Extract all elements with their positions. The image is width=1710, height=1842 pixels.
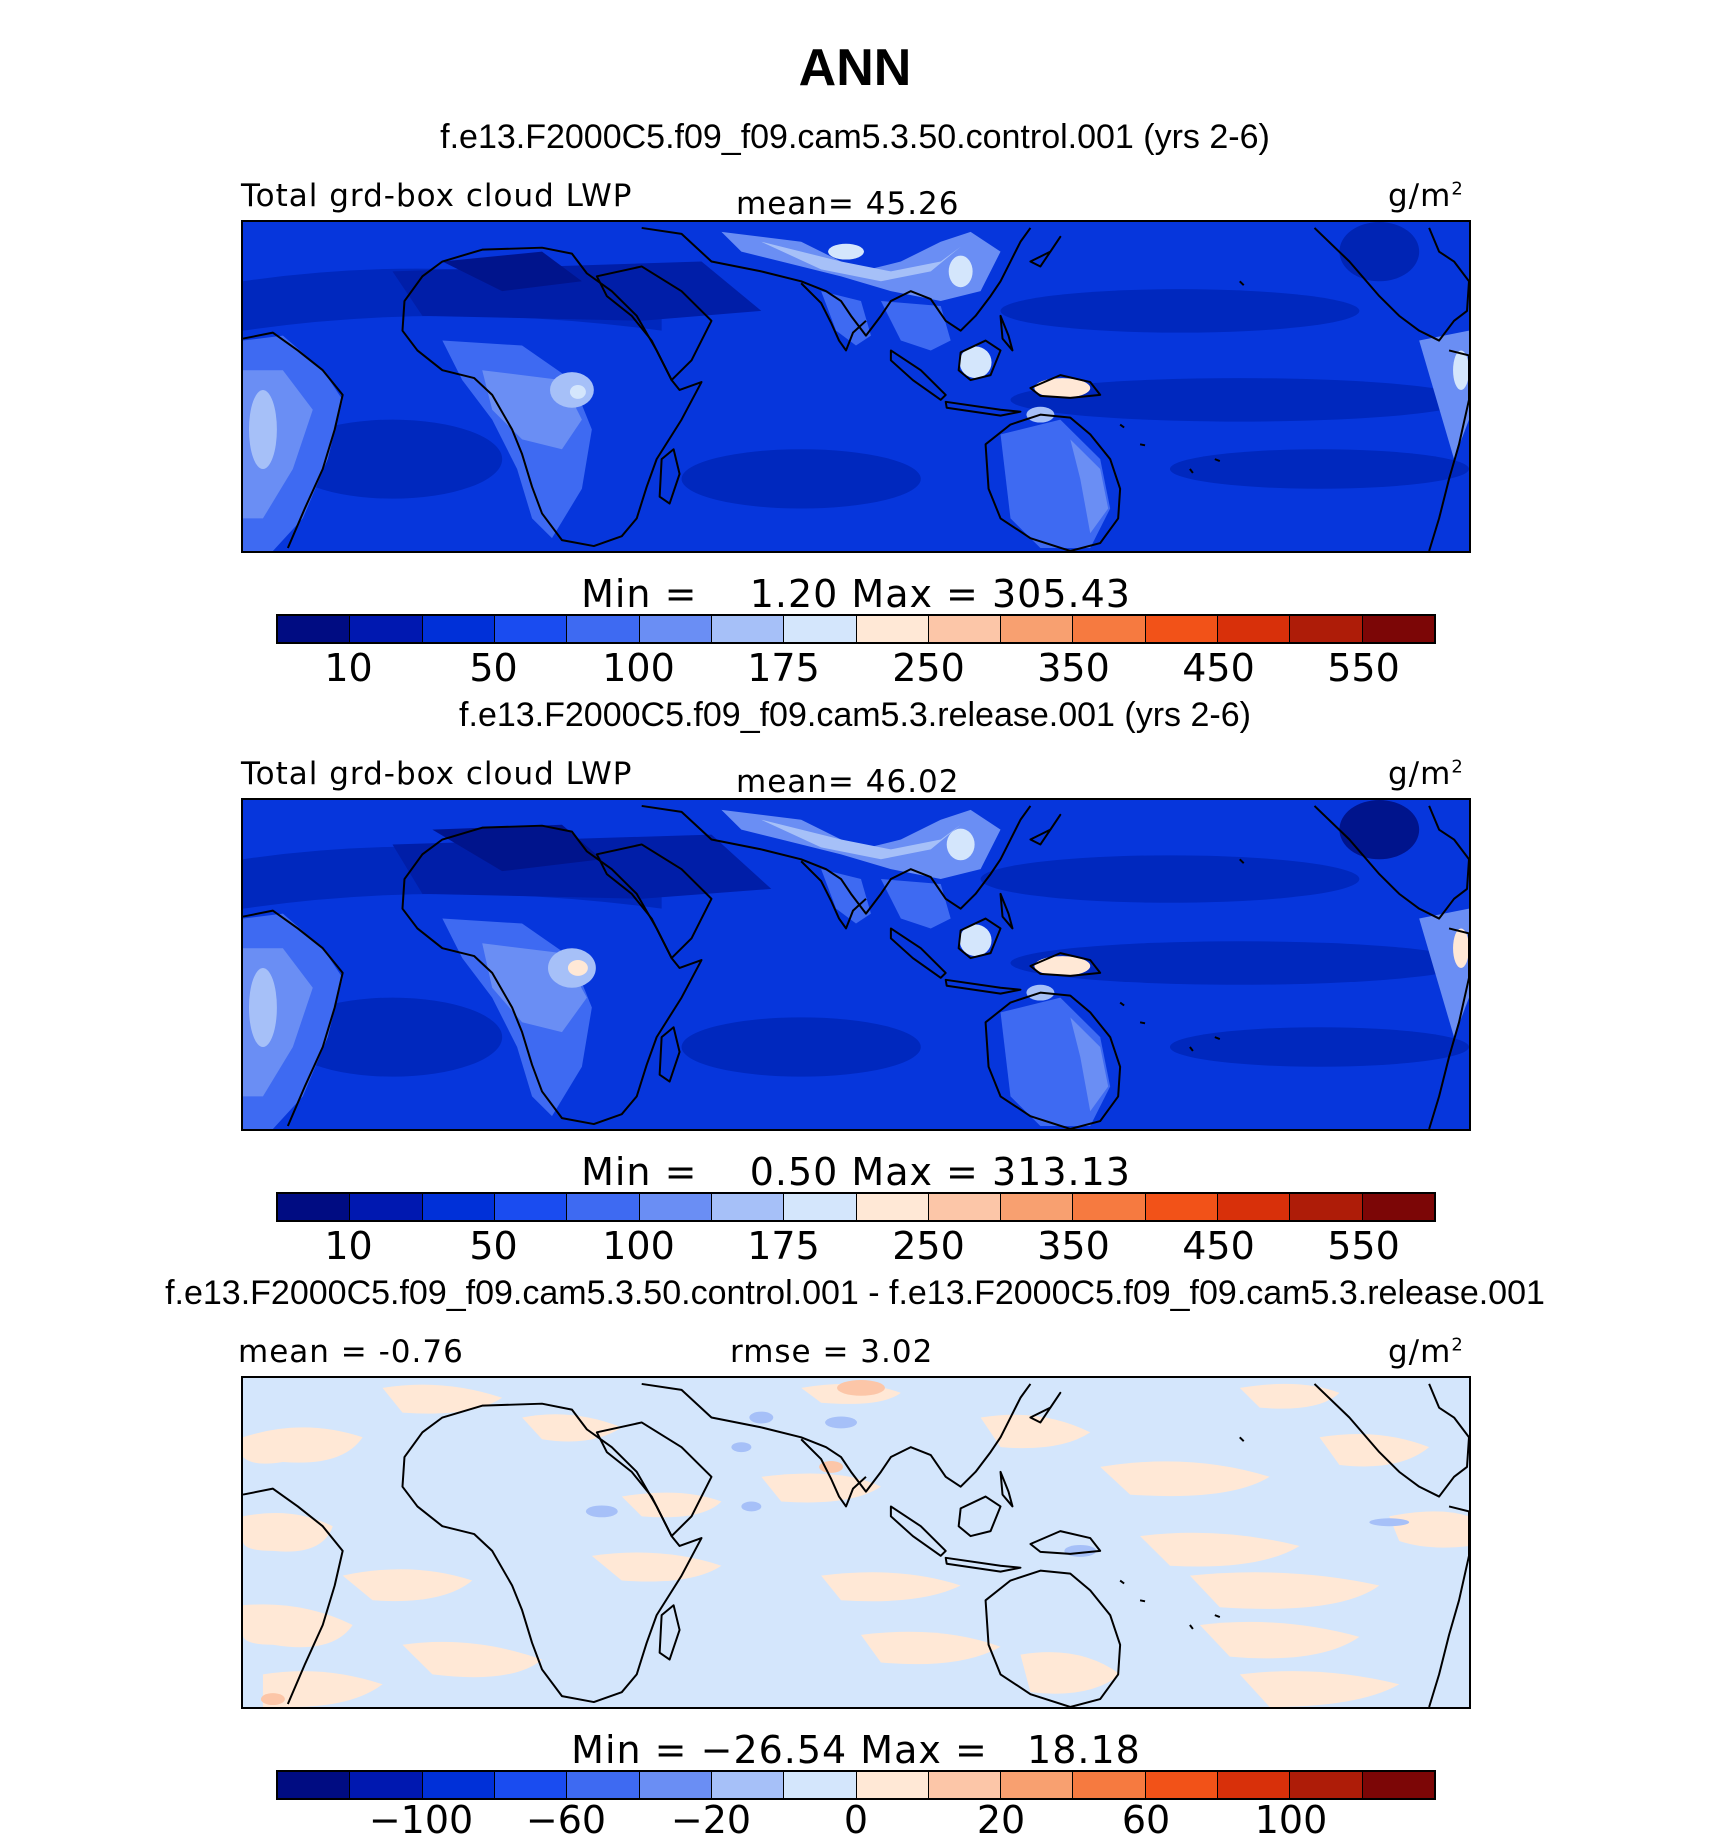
colorbar-tick: −100: [368, 1798, 474, 1842]
colorbar-tick: 350: [1037, 1224, 1110, 1268]
colorbar-tick: 50: [469, 646, 518, 690]
colorbar-swatch: [350, 616, 423, 642]
colorbar-swatch: [1218, 1194, 1291, 1220]
colorbar-swatch: [784, 1772, 857, 1798]
colorbar-swatch: [1073, 616, 1146, 642]
colorbar-tick: −20: [670, 1798, 752, 1842]
colorbar-swatch: [711, 616, 785, 642]
colorbar-swatch: [278, 1194, 351, 1220]
colorbar-swatch: [567, 1772, 640, 1798]
colorbar-tick: 20: [976, 1798, 1026, 1842]
colorbar-tick: 175: [747, 1224, 820, 1268]
colorbar-swatch: [1001, 616, 1074, 642]
rmse-label: rmse = 3.02: [730, 1334, 934, 1370]
colorbar-tick: 350: [1037, 646, 1110, 690]
colorbar-tick: 10: [324, 646, 373, 690]
colorbar-swatch: [1001, 1194, 1074, 1220]
colorbar-swatch: [1290, 1194, 1363, 1220]
colorbar-tick: 450: [1182, 1224, 1255, 1268]
minmax-label-1: Min = 1.20 Max = 305.43: [581, 572, 1131, 616]
colorbar-swatch: [422, 616, 495, 642]
colorbar-swatch: [639, 1194, 712, 1220]
colorbar-tick: 175: [747, 646, 820, 690]
colorbar-tick: 550: [1327, 646, 1400, 690]
colorbar-swatch: [567, 616, 640, 642]
units-label-1: g/m2: [1388, 178, 1464, 214]
colorbar-swatch: [784, 616, 857, 642]
colorbar-tick: 100: [1254, 1798, 1328, 1842]
colorbar-swatch: [1145, 1772, 1219, 1798]
colorbar-ticks-2: 10 50 100 175 250 350 450 550: [276, 1224, 1436, 1268]
colorbar-swatch: [350, 1194, 423, 1220]
colorbar-tick: 550: [1327, 1224, 1400, 1268]
colorbar-swatch: [1073, 1194, 1146, 1220]
case-title-2: f.e13.F2000C5.f09_f09.cam5.3.release.001…: [459, 696, 1251, 734]
colorbar-swatch: [422, 1194, 495, 1220]
units-label-2: g/m2: [1388, 756, 1464, 792]
colorbar-swatch: [1362, 616, 1434, 642]
colorbar-swatch: [856, 616, 929, 642]
colorbar-ticks-3: −100 −60 −20 0 20 60 100: [276, 1798, 1436, 1842]
colorbar-swatch: [784, 1194, 857, 1220]
mean-label-2: mean= 46.02: [736, 764, 960, 800]
colorbar-swatch: [1218, 1772, 1291, 1798]
colorbar-swatch: [278, 1772, 351, 1798]
minmax-label-3: Min = −26.54 Max = 18.18: [571, 1728, 1141, 1772]
map-panel-1: [241, 220, 1471, 553]
colorbar-swatch: [494, 616, 568, 642]
colorbar-2: [276, 1192, 1436, 1222]
colorbar-ticks-1: 10 50 100 175 250 350 450 550: [276, 646, 1436, 690]
colorbar-tick: −60: [525, 1798, 607, 1842]
colorbar-swatch: [350, 1772, 423, 1798]
variable-label-2: Total grd-box cloud LWP: [241, 756, 633, 792]
colorbar-swatch: [711, 1194, 785, 1220]
units-label-3: g/m2: [1388, 1334, 1464, 1370]
colorbar-swatch: [494, 1772, 568, 1798]
case-title-1: f.e13.F2000C5.f09_f09.cam5.3.50.control.…: [440, 118, 1270, 156]
plot-title: ANN: [798, 39, 912, 97]
map-panel-3: [241, 1376, 1471, 1709]
colorbar-3: [276, 1770, 1436, 1800]
colorbar-swatch: [1073, 1772, 1146, 1798]
colorbar-swatch: [1362, 1194, 1434, 1220]
colorbar-swatch: [711, 1772, 785, 1798]
colorbar-1: [276, 614, 1436, 644]
colorbar-swatch: [928, 1772, 1002, 1798]
diff-mean-label: mean = -0.76: [238, 1334, 464, 1370]
colorbar-tick: 450: [1182, 646, 1255, 690]
colorbar-swatch: [856, 1772, 929, 1798]
colorbar-swatch: [639, 616, 712, 642]
colorbar-swatch: [422, 1772, 495, 1798]
colorbar-swatch: [856, 1194, 929, 1220]
mean-label-1: mean= 45.26: [736, 186, 960, 222]
colorbar-swatch: [1145, 616, 1219, 642]
colorbar-swatch: [1290, 616, 1363, 642]
colorbar-swatch: [639, 1772, 712, 1798]
colorbar-swatch: [1362, 1772, 1434, 1798]
colorbar-tick: 0: [843, 1798, 869, 1842]
colorbar-tick: 250: [892, 1224, 965, 1268]
colorbar-tick: 250: [892, 646, 965, 690]
colorbar-swatch: [278, 616, 351, 642]
colorbar-tick: 60: [1121, 1798, 1171, 1842]
colorbar-tick: 100: [602, 1224, 675, 1268]
colorbar-swatch: [1001, 1772, 1074, 1798]
colorbar-swatch: [494, 1194, 568, 1220]
variable-label-1: Total grd-box cloud LWP: [241, 178, 633, 214]
colorbar-swatch: [1290, 1772, 1363, 1798]
colorbar-tick: 10: [324, 1224, 373, 1268]
colorbar-swatch: [567, 1194, 640, 1220]
minmax-label-2: Min = 0.50 Max = 313.13: [581, 1150, 1131, 1194]
colorbar-tick: 100: [602, 646, 675, 690]
map-panel-2: [241, 798, 1471, 1131]
case-title-3: f.e13.F2000C5.f09_f09.cam5.3.50.control.…: [165, 1274, 1545, 1312]
colorbar-swatch: [1218, 616, 1291, 642]
colorbar-swatch: [928, 1194, 1002, 1220]
colorbar-tick: 50: [469, 1224, 518, 1268]
colorbar-swatch: [928, 616, 1002, 642]
colorbar-swatch: [1145, 1194, 1219, 1220]
